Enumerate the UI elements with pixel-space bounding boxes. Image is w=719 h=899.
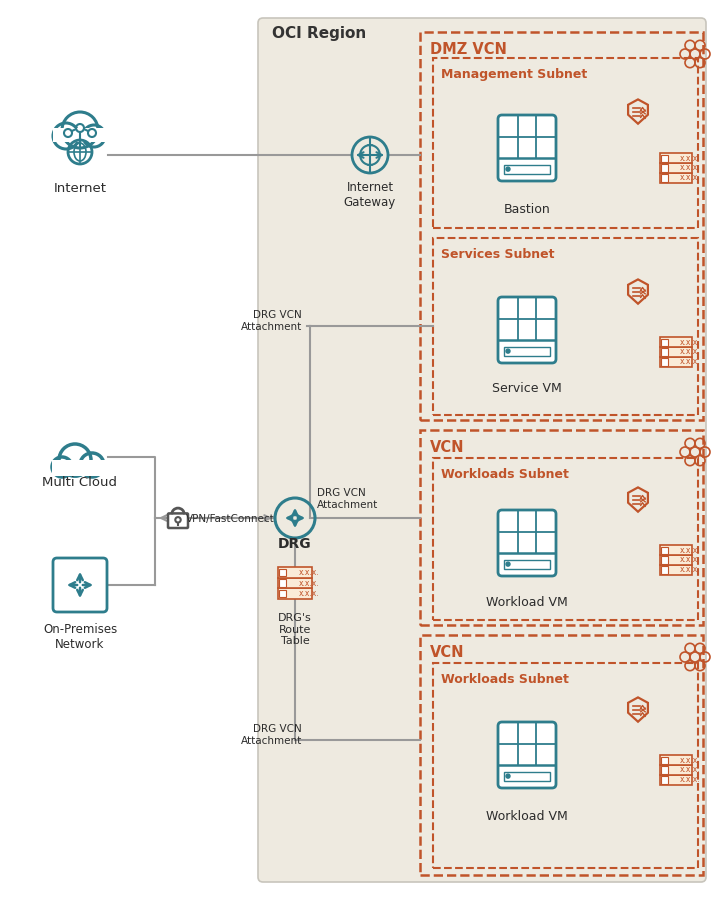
Bar	[660, 337, 692, 347]
Bar	[661, 566, 668, 574]
Circle shape	[506, 349, 510, 353]
Text: DRG: DRG	[278, 537, 312, 551]
Bar	[278, 588, 312, 599]
Bar	[660, 545, 692, 555]
Bar	[661, 155, 668, 162]
Text: Management Subnet: Management Subnet	[441, 68, 587, 81]
Text: OCI Region: OCI Region	[272, 26, 366, 41]
Bar	[660, 347, 692, 357]
Bar	[53, 128, 107, 142]
Bar	[660, 173, 692, 182]
Bar	[504, 347, 550, 356]
Bar	[660, 565, 692, 574]
Text: Service VM: Service VM	[492, 382, 562, 395]
Text: DRG VCN
Attachment: DRG VCN Attachment	[317, 488, 378, 510]
Text: VCN: VCN	[430, 440, 464, 455]
Text: Workload VM: Workload VM	[486, 596, 568, 609]
Bar	[279, 569, 286, 576]
Text: x.x.x.: x.x.x.	[679, 164, 700, 173]
FancyBboxPatch shape	[498, 115, 556, 181]
Bar	[52, 460, 108, 476]
Bar	[661, 349, 668, 356]
Circle shape	[506, 562, 510, 566]
Bar	[661, 777, 668, 784]
Bar	[660, 357, 692, 367]
Bar	[661, 767, 668, 774]
Bar	[433, 458, 698, 620]
Text: x.x.x.: x.x.x.	[679, 556, 700, 565]
Text: x.x.x.: x.x.x.	[679, 358, 700, 367]
Text: x.x.x.: x.x.x.	[679, 174, 700, 182]
Text: x.x.x.: x.x.x.	[679, 766, 700, 775]
Bar	[660, 765, 692, 775]
Bar	[661, 556, 668, 564]
Text: DRG VCN
Attachment: DRG VCN Attachment	[241, 310, 302, 332]
Text: x.x.x.: x.x.x.	[679, 154, 700, 163]
Circle shape	[506, 167, 510, 171]
Text: Bastion: Bastion	[503, 203, 550, 216]
Text: Services Subnet: Services Subnet	[441, 248, 554, 261]
Bar	[433, 238, 698, 415]
Bar	[278, 567, 312, 578]
Bar	[504, 771, 550, 780]
Text: Internet: Internet	[53, 182, 106, 195]
Bar	[660, 555, 692, 565]
Text: x.x.x.: x.x.x.	[299, 568, 319, 577]
Text: Workloads Subnet: Workloads Subnet	[441, 673, 569, 686]
Bar	[504, 165, 550, 174]
Bar	[279, 590, 286, 597]
Text: Workload VM: Workload VM	[486, 810, 568, 823]
Text: x.x.x.: x.x.x.	[299, 589, 319, 598]
Bar	[279, 579, 286, 587]
FancyBboxPatch shape	[498, 722, 556, 788]
Text: Workloads Subnet: Workloads Subnet	[441, 468, 569, 481]
Text: DMZ VCN: DMZ VCN	[430, 42, 507, 57]
Bar	[661, 339, 668, 346]
Bar	[661, 165, 668, 172]
Text: x.x.x.: x.x.x.	[679, 546, 700, 555]
Text: x.x.x.: x.x.x.	[679, 565, 700, 574]
Text: x.x.x.: x.x.x.	[299, 578, 319, 588]
FancyBboxPatch shape	[168, 513, 188, 528]
Text: DRG VCN
Attachment: DRG VCN Attachment	[241, 724, 302, 745]
Bar	[661, 359, 668, 366]
Bar	[504, 560, 550, 568]
Text: x.x.x.: x.x.x.	[679, 348, 700, 357]
Bar	[420, 635, 703, 875]
Text: x.x.x.: x.x.x.	[679, 776, 700, 785]
FancyBboxPatch shape	[498, 510, 556, 576]
Text: DRG's
Route
Table: DRG's Route Table	[278, 613, 312, 646]
Bar	[660, 775, 692, 785]
Text: x.x.x.: x.x.x.	[679, 338, 700, 347]
Bar	[661, 547, 668, 554]
Bar	[661, 756, 668, 763]
Text: Multi Cloud: Multi Cloud	[42, 476, 117, 489]
Text: On-Premises
Network: On-Premises Network	[43, 623, 117, 651]
Text: x.x.x.: x.x.x.	[679, 755, 700, 765]
Text: VCN: VCN	[430, 645, 464, 660]
Bar	[433, 663, 698, 868]
Bar	[420, 32, 703, 420]
Bar	[278, 578, 312, 588]
Bar	[433, 58, 698, 228]
Circle shape	[506, 774, 510, 779]
Bar	[420, 430, 703, 625]
Bar	[660, 163, 692, 173]
FancyBboxPatch shape	[53, 558, 107, 612]
Bar	[660, 153, 692, 163]
FancyBboxPatch shape	[258, 18, 706, 882]
Bar	[660, 755, 692, 765]
FancyBboxPatch shape	[498, 297, 556, 363]
Bar	[661, 174, 668, 182]
Text: VPN/FastConnect: VPN/FastConnect	[186, 514, 275, 524]
Text: Internet
Gateway: Internet Gateway	[344, 181, 396, 209]
